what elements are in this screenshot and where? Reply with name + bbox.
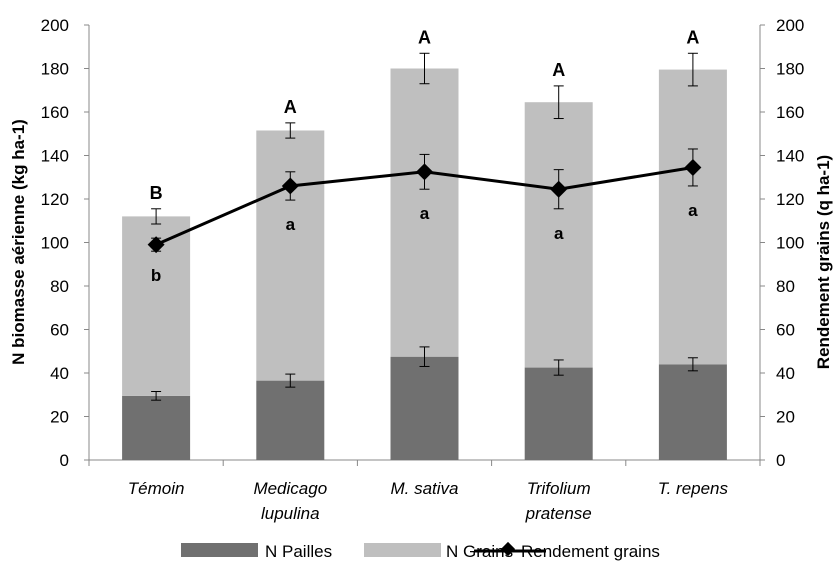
legend-swatch-rendement-marker (500, 541, 516, 557)
letter-rendement: b (151, 266, 161, 285)
left-tick-label: 20 (50, 408, 69, 427)
bar-n-grains (658, 69, 727, 365)
rendement-point (550, 180, 568, 198)
x-axis-ticks (88, 460, 761, 466)
bar-n-pailles (658, 364, 727, 460)
significance-letters: Bb Aa Aa Aa Aa (150, 27, 700, 285)
left-tick-label: 40 (50, 364, 69, 383)
right-tick-label: 100 (776, 234, 804, 253)
right-tick-label: 40 (776, 364, 795, 383)
right-tick-label: 120 (776, 190, 804, 209)
legend-swatch-n-grains (364, 543, 441, 557)
bar-n-pailles (390, 356, 459, 460)
left-tick-label: 0 (60, 451, 69, 470)
category-label: lupulina (261, 504, 320, 523)
letter-total: A (686, 27, 699, 47)
legend: N Pailles N Grains Rendement grains (181, 541, 660, 561)
series-n-grains (122, 68, 727, 396)
right-tick-label: 200 (776, 16, 804, 35)
right-axis-label: Rendement grains (q ha-1) (814, 155, 833, 369)
right-axis-ticks: 0 20 40 60 80 100 120 140 160 180 200 (760, 16, 804, 470)
rendement-point (416, 163, 433, 181)
left-axis-label: N biomasse aérienne (kg ha-1) (9, 119, 28, 365)
bar-n-grains (524, 102, 593, 368)
letter-rendement: a (420, 204, 430, 223)
left-tick-label: 100 (41, 234, 69, 253)
letter-total: A (418, 27, 431, 47)
category-labels: Témoin Medicago lupulina M. sativa Trifolium… (128, 479, 729, 523)
category-label: T. repens (658, 479, 729, 498)
letter-rendement: a (554, 224, 564, 243)
letter-rendement: a (286, 215, 296, 234)
left-tick-label: 140 (41, 147, 69, 166)
rendement-point (281, 177, 299, 195)
bar-n-grains (390, 68, 459, 357)
left-tick-label: 120 (41, 190, 69, 209)
bar-error-bars (151, 52, 698, 401)
category-label: pratense (525, 504, 592, 523)
left-axis-ticks: 0 20 40 60 80 100 120 140 160 180 200 (41, 16, 89, 470)
category-label: M. sativa (390, 479, 458, 498)
right-tick-label: 180 (776, 60, 804, 79)
category-label: Trifolium (527, 479, 591, 498)
rendement-point (684, 158, 702, 176)
category-label: Medicago (253, 479, 327, 498)
left-tick-label: 60 (50, 321, 69, 340)
right-tick-label: 140 (776, 147, 804, 166)
series-rendement-grains (147, 148, 702, 254)
right-tick-label: 20 (776, 408, 795, 427)
letter-total: A (552, 60, 565, 80)
letter-total: A (284, 97, 297, 117)
category-label: Témoin (128, 479, 185, 498)
left-tick-label: 200 (41, 16, 69, 35)
right-tick-label: 60 (776, 321, 795, 340)
letter-total: B (150, 183, 163, 203)
series-n-pailles (122, 356, 727, 460)
left-tick-label: 180 (41, 60, 69, 79)
right-tick-label: 160 (776, 103, 804, 122)
right-tick-label: 0 (776, 451, 785, 470)
legend-label-n-pailles: N Pailles (265, 542, 332, 561)
left-tick-label: 80 (50, 277, 69, 296)
bar-n-pailles (524, 367, 593, 460)
bar-n-grains (256, 130, 325, 381)
legend-label-rendement: Rendement grains (521, 542, 660, 561)
left-tick-label: 160 (41, 103, 69, 122)
bar-n-pailles (122, 395, 191, 460)
legend-swatch-n-pailles (181, 543, 258, 557)
bar-n-pailles (256, 380, 325, 460)
right-tick-label: 80 (776, 277, 795, 296)
letter-rendement: a (688, 201, 698, 220)
rendement-point (147, 236, 165, 254)
